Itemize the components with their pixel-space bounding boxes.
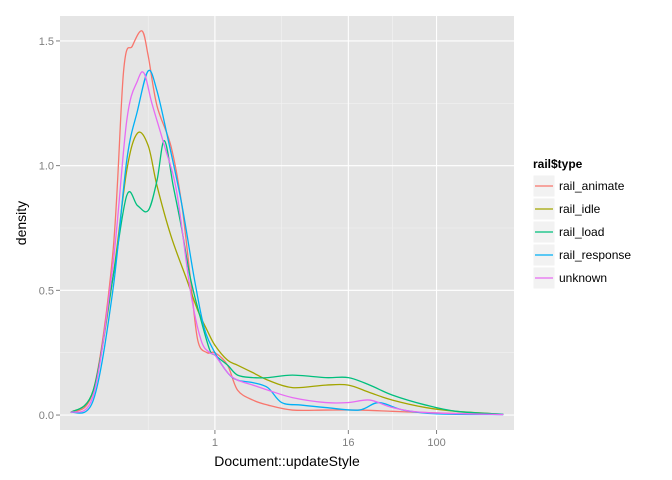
legend-item-unknown: unknown [532,266,607,290]
legend: rail$type rail_animate rail_idle rail_load… [532,157,631,290]
series-lines [70,30,504,416]
y-tick-label: 0.5 [39,285,54,297]
y-tick-label: 0.0 [39,410,54,422]
y-tick-label: 1.5 [39,36,54,48]
legend-label: rail_load [559,225,604,239]
series-line-rail-idle [70,131,504,415]
legend-label: rail_animate [559,179,625,193]
x-axis-title: Document::updateStyle [214,453,360,469]
legend-title: rail$type [533,157,583,171]
x-tick-label: 1 [212,437,218,449]
legend-label: unknown [559,271,607,285]
legend-item-rail-response: rail_response [532,243,631,267]
axis-ticks [56,40,438,434]
x-axis-tick-labels: 1 16 100 [212,437,446,449]
legend-item-rail-load: rail_load [532,220,604,244]
y-axis-tick-labels: 0.0 0.5 1.0 1.5 [39,36,54,422]
plot-panel [60,16,514,430]
major-gridlines [60,16,514,430]
y-tick-label: 1.0 [39,161,54,173]
x-tick-label: 16 [342,437,354,449]
series-line-unknown [70,71,504,416]
legend-item-rail-animate: rail_animate [532,174,625,198]
legend-label: rail_response [559,248,631,262]
legend-items: rail_animate rail_idle rail_load rail_respo… [532,174,631,290]
series-line-rail-response [70,69,504,416]
y-axis-title: density [13,201,29,245]
legend-item-rail-idle: rail_idle [532,197,601,221]
series-line-rail-load [70,140,504,415]
legend-label: rail_idle [559,202,601,216]
x-tick-label: 100 [427,437,445,449]
